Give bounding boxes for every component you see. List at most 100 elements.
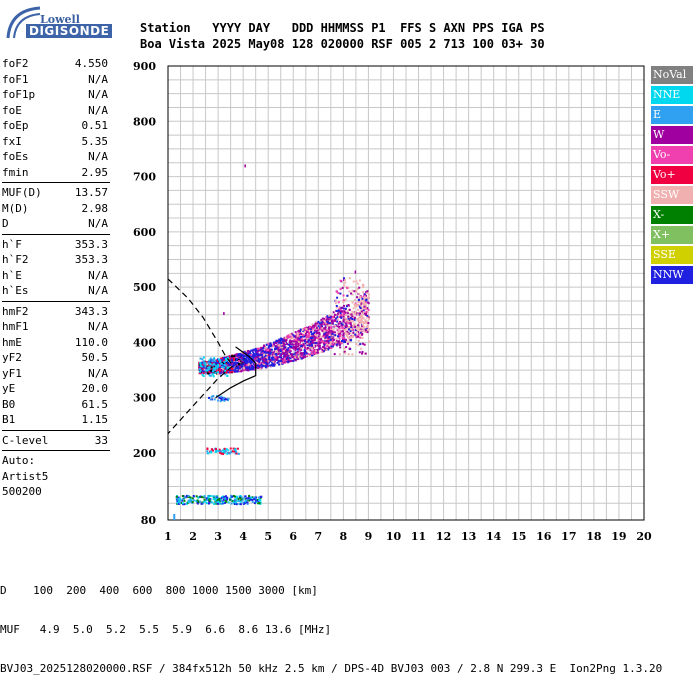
echo-point <box>298 347 301 350</box>
echo-point <box>244 361 247 364</box>
echo-point <box>222 501 225 504</box>
echo-point <box>258 366 261 369</box>
echo-point <box>356 327 358 330</box>
echo-point <box>249 351 252 354</box>
echo-point <box>285 340 287 343</box>
echo-point <box>247 497 250 499</box>
param-label: foEs <box>2 150 29 163</box>
echo-point <box>318 339 321 342</box>
param-label: yF1 <box>2 366 22 380</box>
echo-point <box>359 312 362 315</box>
param-row-hf2: h`F2 353.3 <box>0 252 110 268</box>
echo-point <box>342 319 345 322</box>
echo-point <box>237 370 240 373</box>
echo-point <box>360 347 363 350</box>
echo-point <box>278 363 280 366</box>
echo-point <box>231 450 234 453</box>
echo-point <box>235 450 238 453</box>
param-label: C-level <box>2 433 49 447</box>
echo-point <box>211 360 214 363</box>
y-tick-label: 900 <box>133 60 156 73</box>
echo-point <box>358 305 361 308</box>
echo-point <box>330 326 333 328</box>
echo-point <box>230 451 233 454</box>
echo-point <box>294 347 297 350</box>
echo-point <box>212 361 215 364</box>
echo-point <box>334 316 337 319</box>
param-row-hmf1: hmF1 N/A <box>0 319 110 335</box>
echo-point <box>320 338 323 341</box>
echo-point <box>227 449 230 452</box>
echo-point <box>242 497 245 500</box>
echo-point <box>349 322 352 325</box>
x-tick-label: 14 <box>486 530 502 543</box>
echo-point <box>207 496 210 499</box>
echo-point <box>332 311 335 314</box>
echo-point <box>204 371 207 374</box>
echo-point <box>334 313 336 316</box>
echo-point <box>208 499 211 502</box>
echo-point <box>220 450 223 453</box>
x-tick-label: 6 <box>289 530 297 543</box>
echo-point <box>328 328 330 331</box>
echo-point <box>308 345 311 348</box>
echo-point <box>340 316 343 319</box>
echo-point <box>288 340 291 343</box>
echo-point <box>208 359 211 362</box>
echo-point <box>288 343 291 346</box>
echo-point <box>251 499 254 501</box>
echo-point <box>210 369 213 372</box>
echo-point <box>282 338 285 341</box>
echo-point <box>289 335 292 338</box>
echo-point <box>329 339 332 342</box>
echo-point <box>223 399 226 402</box>
echo-point <box>202 363 205 366</box>
echo-point <box>353 312 356 315</box>
echo-point <box>292 359 295 362</box>
echo-point <box>248 355 251 357</box>
echo-point <box>225 448 228 451</box>
echo-point <box>234 448 237 451</box>
echo-point <box>232 365 235 368</box>
echo-point <box>228 357 231 360</box>
echo-point <box>237 360 240 363</box>
echo-point <box>362 311 365 313</box>
echo-point <box>291 353 293 356</box>
echo-point <box>294 335 297 338</box>
echo-point <box>203 495 206 498</box>
echo-point <box>349 319 352 322</box>
x-tick-label: 5 <box>264 530 272 543</box>
echo-point <box>271 351 274 354</box>
echo-point <box>332 335 335 338</box>
param-row-fof1p: foF1p N/A <box>0 87 110 103</box>
logo-digisonde: DIGISONDE <box>26 24 113 38</box>
echo-point <box>277 353 280 355</box>
echo-point <box>225 366 228 369</box>
echo-point <box>333 315 335 318</box>
echo-point <box>212 369 215 372</box>
echo-point <box>314 344 317 347</box>
echo-point <box>297 356 300 359</box>
echo-point <box>274 356 276 359</box>
echo-point <box>315 321 317 324</box>
echo-point <box>260 347 263 350</box>
echo-point <box>268 354 271 357</box>
echo-point <box>226 356 229 359</box>
echo-point <box>218 362 221 365</box>
echo-point <box>308 347 311 350</box>
echo-point <box>363 312 366 315</box>
echo-point <box>336 290 339 293</box>
echo-point <box>295 354 298 357</box>
param-value: N/A <box>88 217 108 230</box>
echo-point <box>216 367 219 370</box>
echo-point <box>216 365 219 368</box>
echo-point <box>311 324 314 327</box>
echo-point <box>366 316 369 319</box>
echo-point <box>227 361 229 364</box>
echo-point <box>258 499 261 502</box>
echo-point <box>265 356 268 359</box>
echo-point <box>359 295 362 298</box>
echo-point <box>336 312 339 315</box>
echo-point <box>177 502 180 505</box>
echo-point <box>329 341 332 344</box>
